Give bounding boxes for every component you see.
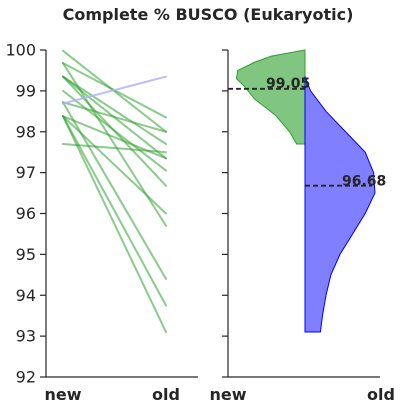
pair-line xyxy=(62,115,167,334)
right-xtick-old: old xyxy=(367,385,395,404)
left-ytick-label: 94 xyxy=(16,286,36,305)
mean-label-old: 96.68 xyxy=(342,174,386,190)
violin-new-half xyxy=(235,49,306,145)
right-y-ticks xyxy=(222,49,228,378)
pair-line xyxy=(62,101,167,280)
pair-line xyxy=(62,101,167,133)
pair-line xyxy=(62,115,167,307)
paired-lines-panel: 92 93 94 95 96 97 98 99 100 new old xyxy=(5,41,198,404)
left-ytick-label: 95 xyxy=(16,245,36,264)
mean-label-new: 99.05 xyxy=(266,76,310,92)
left-ytick-label: 99 xyxy=(16,81,36,100)
chart-title: Complete % BUSCO (Eukaryotic) xyxy=(63,5,354,24)
pair-line xyxy=(62,75,167,146)
pair-line xyxy=(62,75,167,105)
left-ytick-label: 96 xyxy=(16,204,36,223)
pair-line xyxy=(62,115,167,160)
pair-line xyxy=(62,115,167,215)
pair-lines xyxy=(62,49,167,334)
violin-panel: 99.05 96.68 new old xyxy=(209,49,395,404)
right-xtick-new: new xyxy=(209,385,246,404)
violin-old-half xyxy=(304,76,376,333)
left-ytick-label: 97 xyxy=(16,163,36,182)
left-ytick-label: 100 xyxy=(5,41,36,60)
left-y-ticks: 92 93 94 95 96 97 98 99 100 xyxy=(5,41,46,387)
pair-line xyxy=(62,143,167,154)
pair-line xyxy=(62,89,167,172)
left-ytick-label: 93 xyxy=(16,327,36,346)
left-xtick-new: new xyxy=(44,385,81,404)
left-xtick-old: old xyxy=(152,385,180,404)
left-ytick-label: 92 xyxy=(16,368,36,387)
left-ytick-label: 98 xyxy=(16,122,36,141)
